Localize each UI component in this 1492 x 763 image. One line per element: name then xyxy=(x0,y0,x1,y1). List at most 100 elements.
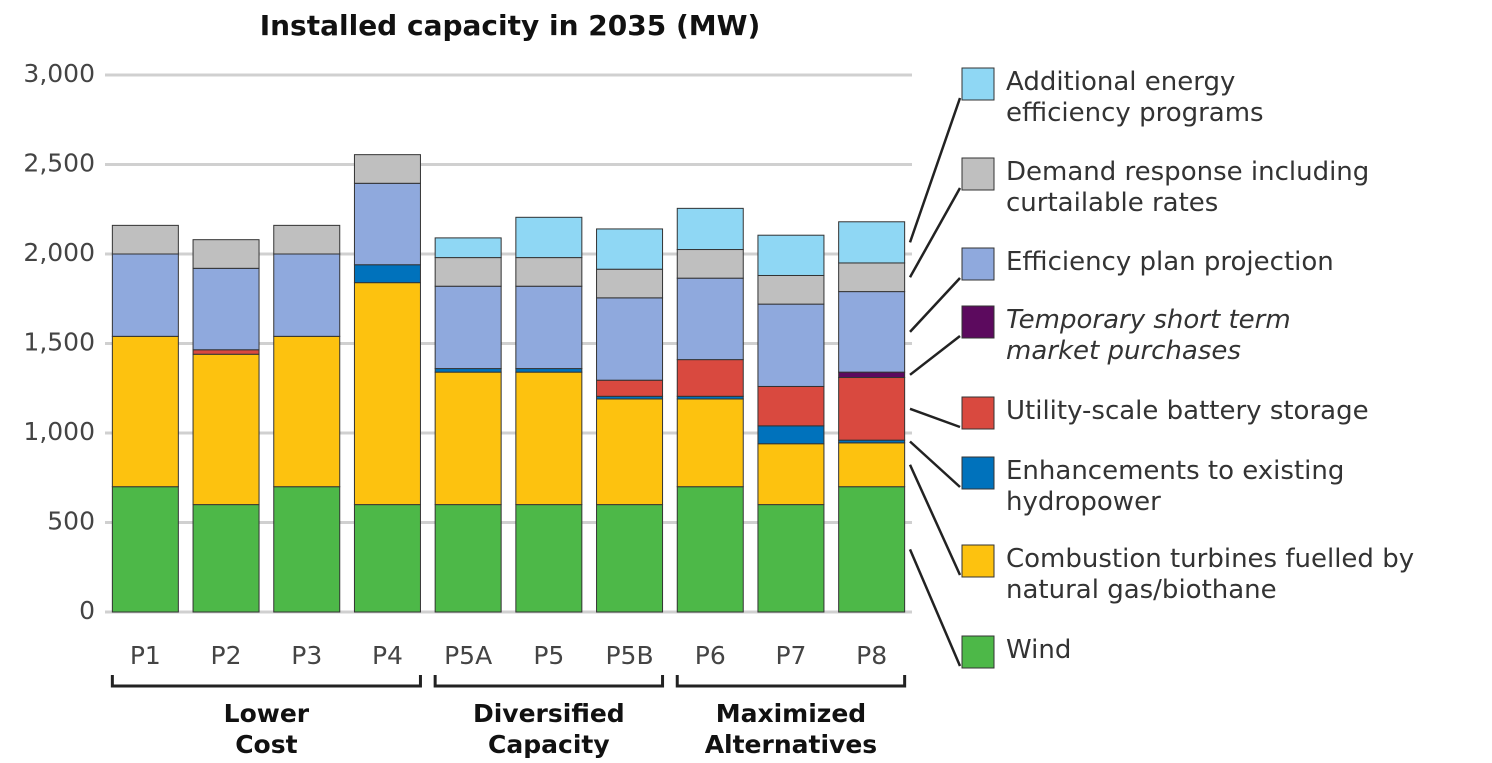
x-tick-label: P5 xyxy=(533,641,564,670)
x-tick-label: P7 xyxy=(775,641,806,670)
bar-segment xyxy=(434,257,502,287)
legend-label: Demand response including curtailable ra… xyxy=(1006,157,1370,218)
bar-segment xyxy=(757,443,825,506)
bar-segment xyxy=(515,285,583,370)
bar-segment xyxy=(192,239,260,269)
group-label: Maximized Alternatives xyxy=(704,699,878,759)
bar-segment xyxy=(596,379,664,397)
legend-swatch xyxy=(961,247,995,281)
bar-segment xyxy=(192,349,260,355)
bar-segment xyxy=(353,154,421,184)
bar-segment xyxy=(757,274,825,305)
group-bracket xyxy=(110,675,422,688)
legend-label: Utility-scale battery storage xyxy=(1006,396,1369,426)
bar-segment xyxy=(838,486,906,613)
bar-segment xyxy=(111,253,179,337)
bar-segment xyxy=(273,486,341,613)
bar-segment xyxy=(434,237,502,259)
bar-segment xyxy=(111,486,179,613)
legend-label: Efficiency plan projection xyxy=(1006,247,1334,277)
bar-segment xyxy=(111,224,179,255)
bar-segment xyxy=(515,257,583,287)
bar-segment xyxy=(757,425,825,445)
bar-segment xyxy=(111,335,179,488)
leader-line xyxy=(908,97,962,243)
bar-segment xyxy=(515,504,583,613)
legend-swatch xyxy=(961,396,995,430)
bar-segment xyxy=(757,504,825,613)
y-tick-label: 1,000 xyxy=(23,417,95,446)
leader-line xyxy=(909,407,961,429)
bar-segment xyxy=(676,359,744,397)
x-tick-label: P5A xyxy=(444,641,492,670)
bar-segment xyxy=(353,282,421,506)
bar-segment xyxy=(757,385,825,427)
legend-swatch xyxy=(961,544,995,578)
y-tick-label: 0 xyxy=(79,596,95,625)
x-tick-label: P4 xyxy=(372,641,403,670)
group-label: Diversified Capacity xyxy=(472,699,625,759)
leader-line xyxy=(908,187,962,278)
legend-label: Enhancements to existing hydropower xyxy=(1006,456,1345,517)
leader-line xyxy=(909,277,961,333)
legend-label: Additional energy efficiency programs xyxy=(1006,67,1264,128)
bar-segment xyxy=(353,504,421,613)
bar-segment xyxy=(676,207,744,251)
y-tick-label: 3,000 xyxy=(23,59,95,88)
legend-swatch xyxy=(961,635,995,669)
bar-segment xyxy=(596,228,664,270)
leader-line xyxy=(909,335,961,376)
bar-segment xyxy=(434,368,502,373)
bar-segment xyxy=(838,371,906,379)
bar-segment xyxy=(757,234,825,276)
bar-segment xyxy=(515,216,583,259)
y-tick-label: 2,500 xyxy=(23,149,95,178)
x-tick-label: P3 xyxy=(291,641,322,670)
x-tick-label: P8 xyxy=(856,641,887,670)
legend-label: Combustion turbines fuelled by natural g… xyxy=(1006,544,1415,605)
x-tick-label: P5B xyxy=(605,641,653,670)
bar-segment xyxy=(353,264,421,284)
leader-line xyxy=(908,464,962,576)
bar-segment xyxy=(596,504,664,613)
bar-segment xyxy=(515,371,583,506)
bar-segment xyxy=(676,249,744,279)
x-tick-label: P6 xyxy=(695,641,726,670)
leader-line xyxy=(909,440,961,488)
bar-segment xyxy=(192,267,260,351)
y-tick-label: 1,500 xyxy=(23,328,95,357)
bar-segment xyxy=(192,353,260,506)
legend-label: Wind xyxy=(1006,635,1072,665)
bar-segment xyxy=(596,268,664,299)
bar-segment xyxy=(273,335,341,488)
group-label: Lower Cost xyxy=(223,699,310,759)
bar-segment xyxy=(434,285,502,370)
bar-segment xyxy=(353,182,421,266)
bar-segment xyxy=(838,377,906,441)
bar-segment xyxy=(676,277,744,361)
bar-segment xyxy=(434,504,502,613)
bar-segment xyxy=(434,371,502,506)
legend-swatch xyxy=(961,305,995,339)
x-tick-label: P2 xyxy=(211,641,242,670)
y-tick-label: 500 xyxy=(47,507,95,536)
chart-title: Installed capacity in 2035 (MW) xyxy=(260,9,761,42)
legend-swatch xyxy=(961,67,995,101)
bar-segment xyxy=(838,291,906,373)
legend-swatch xyxy=(961,456,995,490)
bar-segment xyxy=(838,262,906,293)
bar-segment xyxy=(757,303,825,387)
bar-segment xyxy=(838,442,906,488)
leader-line xyxy=(908,548,962,667)
group-bracket xyxy=(433,675,665,688)
y-tick-label: 2,000 xyxy=(23,238,95,267)
x-tick-label: P1 xyxy=(130,641,161,670)
bar-segment xyxy=(838,221,906,264)
bar-segment xyxy=(676,398,744,488)
legend-label: Temporary short term market purchases xyxy=(1006,305,1291,366)
bar-segment xyxy=(515,368,583,373)
bar-segment xyxy=(273,253,341,337)
legend-swatch xyxy=(961,157,995,191)
bar-segment xyxy=(676,486,744,613)
